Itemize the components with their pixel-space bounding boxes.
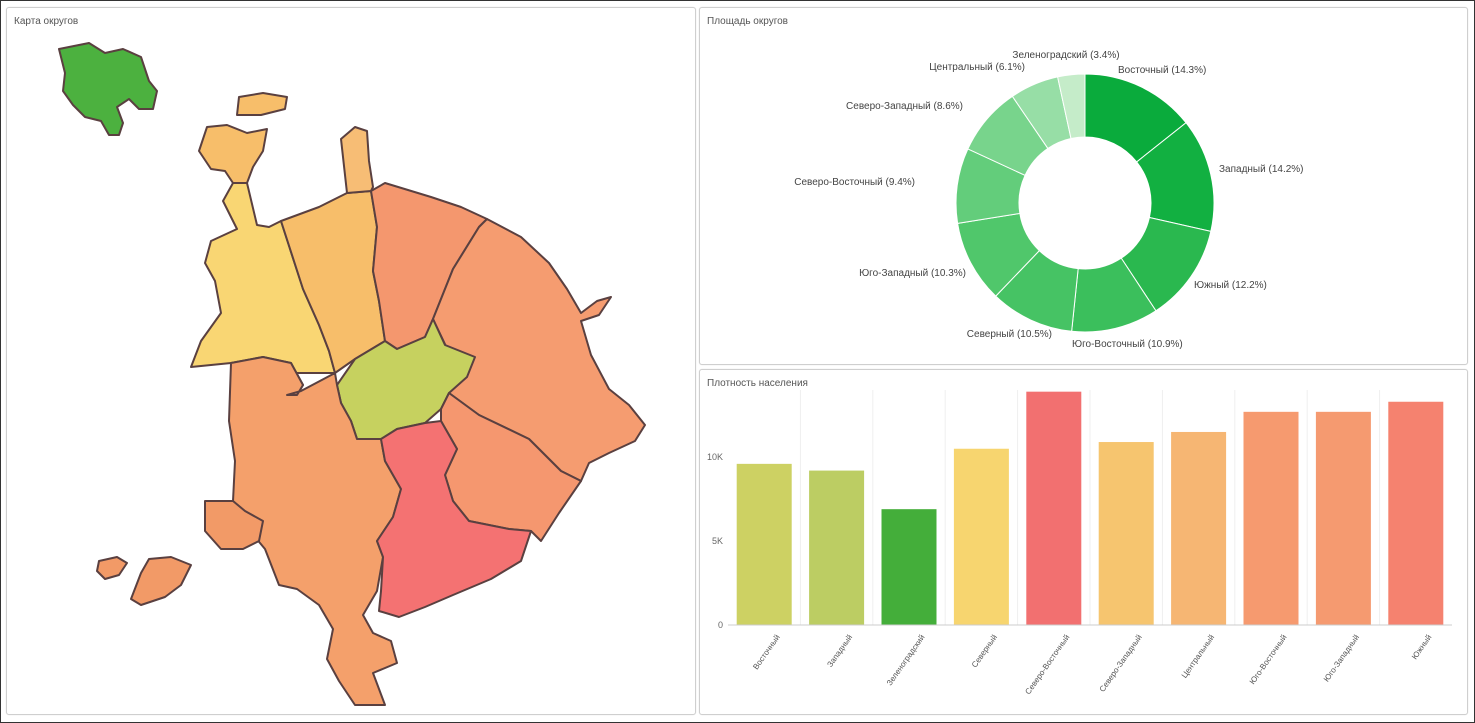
bar-panel-title: Плотность населения bbox=[707, 378, 808, 389]
map-panel-title: Карта округов bbox=[14, 16, 79, 27]
area-donut-chart: Восточный (14.3%) Западный (14.2%) Южный (… bbox=[794, 50, 1304, 350]
density-bar-chart: 0 5K 10K Восточный Западный Зеленоградский Сев… bbox=[707, 390, 1452, 696]
map-panel: Карта округов bbox=[6, 7, 696, 715]
map-district-severny[interactable] bbox=[340, 126, 374, 194]
y-tick-label: 10K bbox=[707, 452, 723, 462]
donut-slice-label: Северный (10.5%) bbox=[967, 329, 1052, 340]
bar[interactable] bbox=[881, 509, 937, 625]
map-district-severo-zapadny-island[interactable] bbox=[236, 92, 288, 116]
district-map bbox=[58, 42, 646, 706]
bar[interactable] bbox=[1026, 391, 1082, 625]
donut-panel-title: Площадь округов bbox=[707, 16, 788, 27]
map-district-novomoskovsky-2[interactable] bbox=[96, 556, 128, 580]
x-tick-label: Северо-Восточный bbox=[1023, 633, 1071, 696]
donut-slice-label: Южный (12.2%) bbox=[1194, 280, 1267, 291]
donut-panel: Площадь округов Восточный (14.3%) Западны… bbox=[699, 7, 1468, 365]
bar[interactable] bbox=[1098, 442, 1154, 625]
map-district-yuzhny[interactable] bbox=[376, 420, 532, 618]
map-district-novomoskovsky-3[interactable] bbox=[130, 556, 192, 606]
bar-panel: Плотность населения 0 5K 10K Восточный Запад… bbox=[699, 369, 1468, 715]
donut-slice-label: Северо-Восточный (9.4%) bbox=[794, 177, 915, 188]
x-tick-label: Восточный bbox=[751, 633, 782, 671]
x-tick-label: Южный bbox=[1410, 633, 1433, 661]
donut-slice-label: Северо-Западный (8.6%) bbox=[846, 101, 963, 112]
donut-slice-label: Юго-Западный (10.3%) bbox=[859, 268, 966, 279]
x-tick-label: Западный bbox=[825, 633, 854, 669]
donut-slice[interactable] bbox=[1057, 73, 1086, 140]
map-district-zelenogradsky[interactable] bbox=[58, 42, 158, 136]
donut-slice-label: Западный (14.2%) bbox=[1219, 164, 1304, 175]
donut-slice-label: Центральный (6.1%) bbox=[929, 62, 1025, 73]
y-tick-label: 0 bbox=[718, 620, 723, 630]
x-tick-label: Северо-Западный bbox=[1098, 633, 1144, 694]
donut-slice-label: Зеленоградский (3.4%) bbox=[1012, 50, 1119, 61]
y-tick-label: 5K bbox=[712, 536, 723, 546]
x-tick-label: Зеленоградский bbox=[885, 633, 927, 687]
x-tick-label: Северный bbox=[970, 633, 999, 669]
bar[interactable] bbox=[1388, 401, 1444, 625]
x-tick-label: Центральный bbox=[1180, 633, 1217, 680]
bar[interactable] bbox=[1243, 411, 1299, 625]
bar[interactable] bbox=[953, 448, 1009, 625]
bar[interactable] bbox=[809, 470, 865, 625]
map-district-yugo-zapadny[interactable] bbox=[228, 356, 402, 706]
donut-slice-label: Юго-Восточный (10.9%) bbox=[1072, 339, 1183, 350]
bar[interactable] bbox=[1315, 411, 1371, 625]
bar[interactable] bbox=[736, 463, 792, 625]
donut-slice-label: Восточный (14.3%) bbox=[1118, 65, 1206, 76]
bar[interactable] bbox=[1171, 431, 1227, 625]
map-district-severo-zapadny-north[interactable] bbox=[198, 124, 268, 184]
x-tick-label: Юго-Западный bbox=[1322, 633, 1361, 683]
map-district-novomoskovsky-1[interactable] bbox=[204, 500, 264, 550]
x-tick-label: Юго-Восточный bbox=[1248, 633, 1289, 686]
